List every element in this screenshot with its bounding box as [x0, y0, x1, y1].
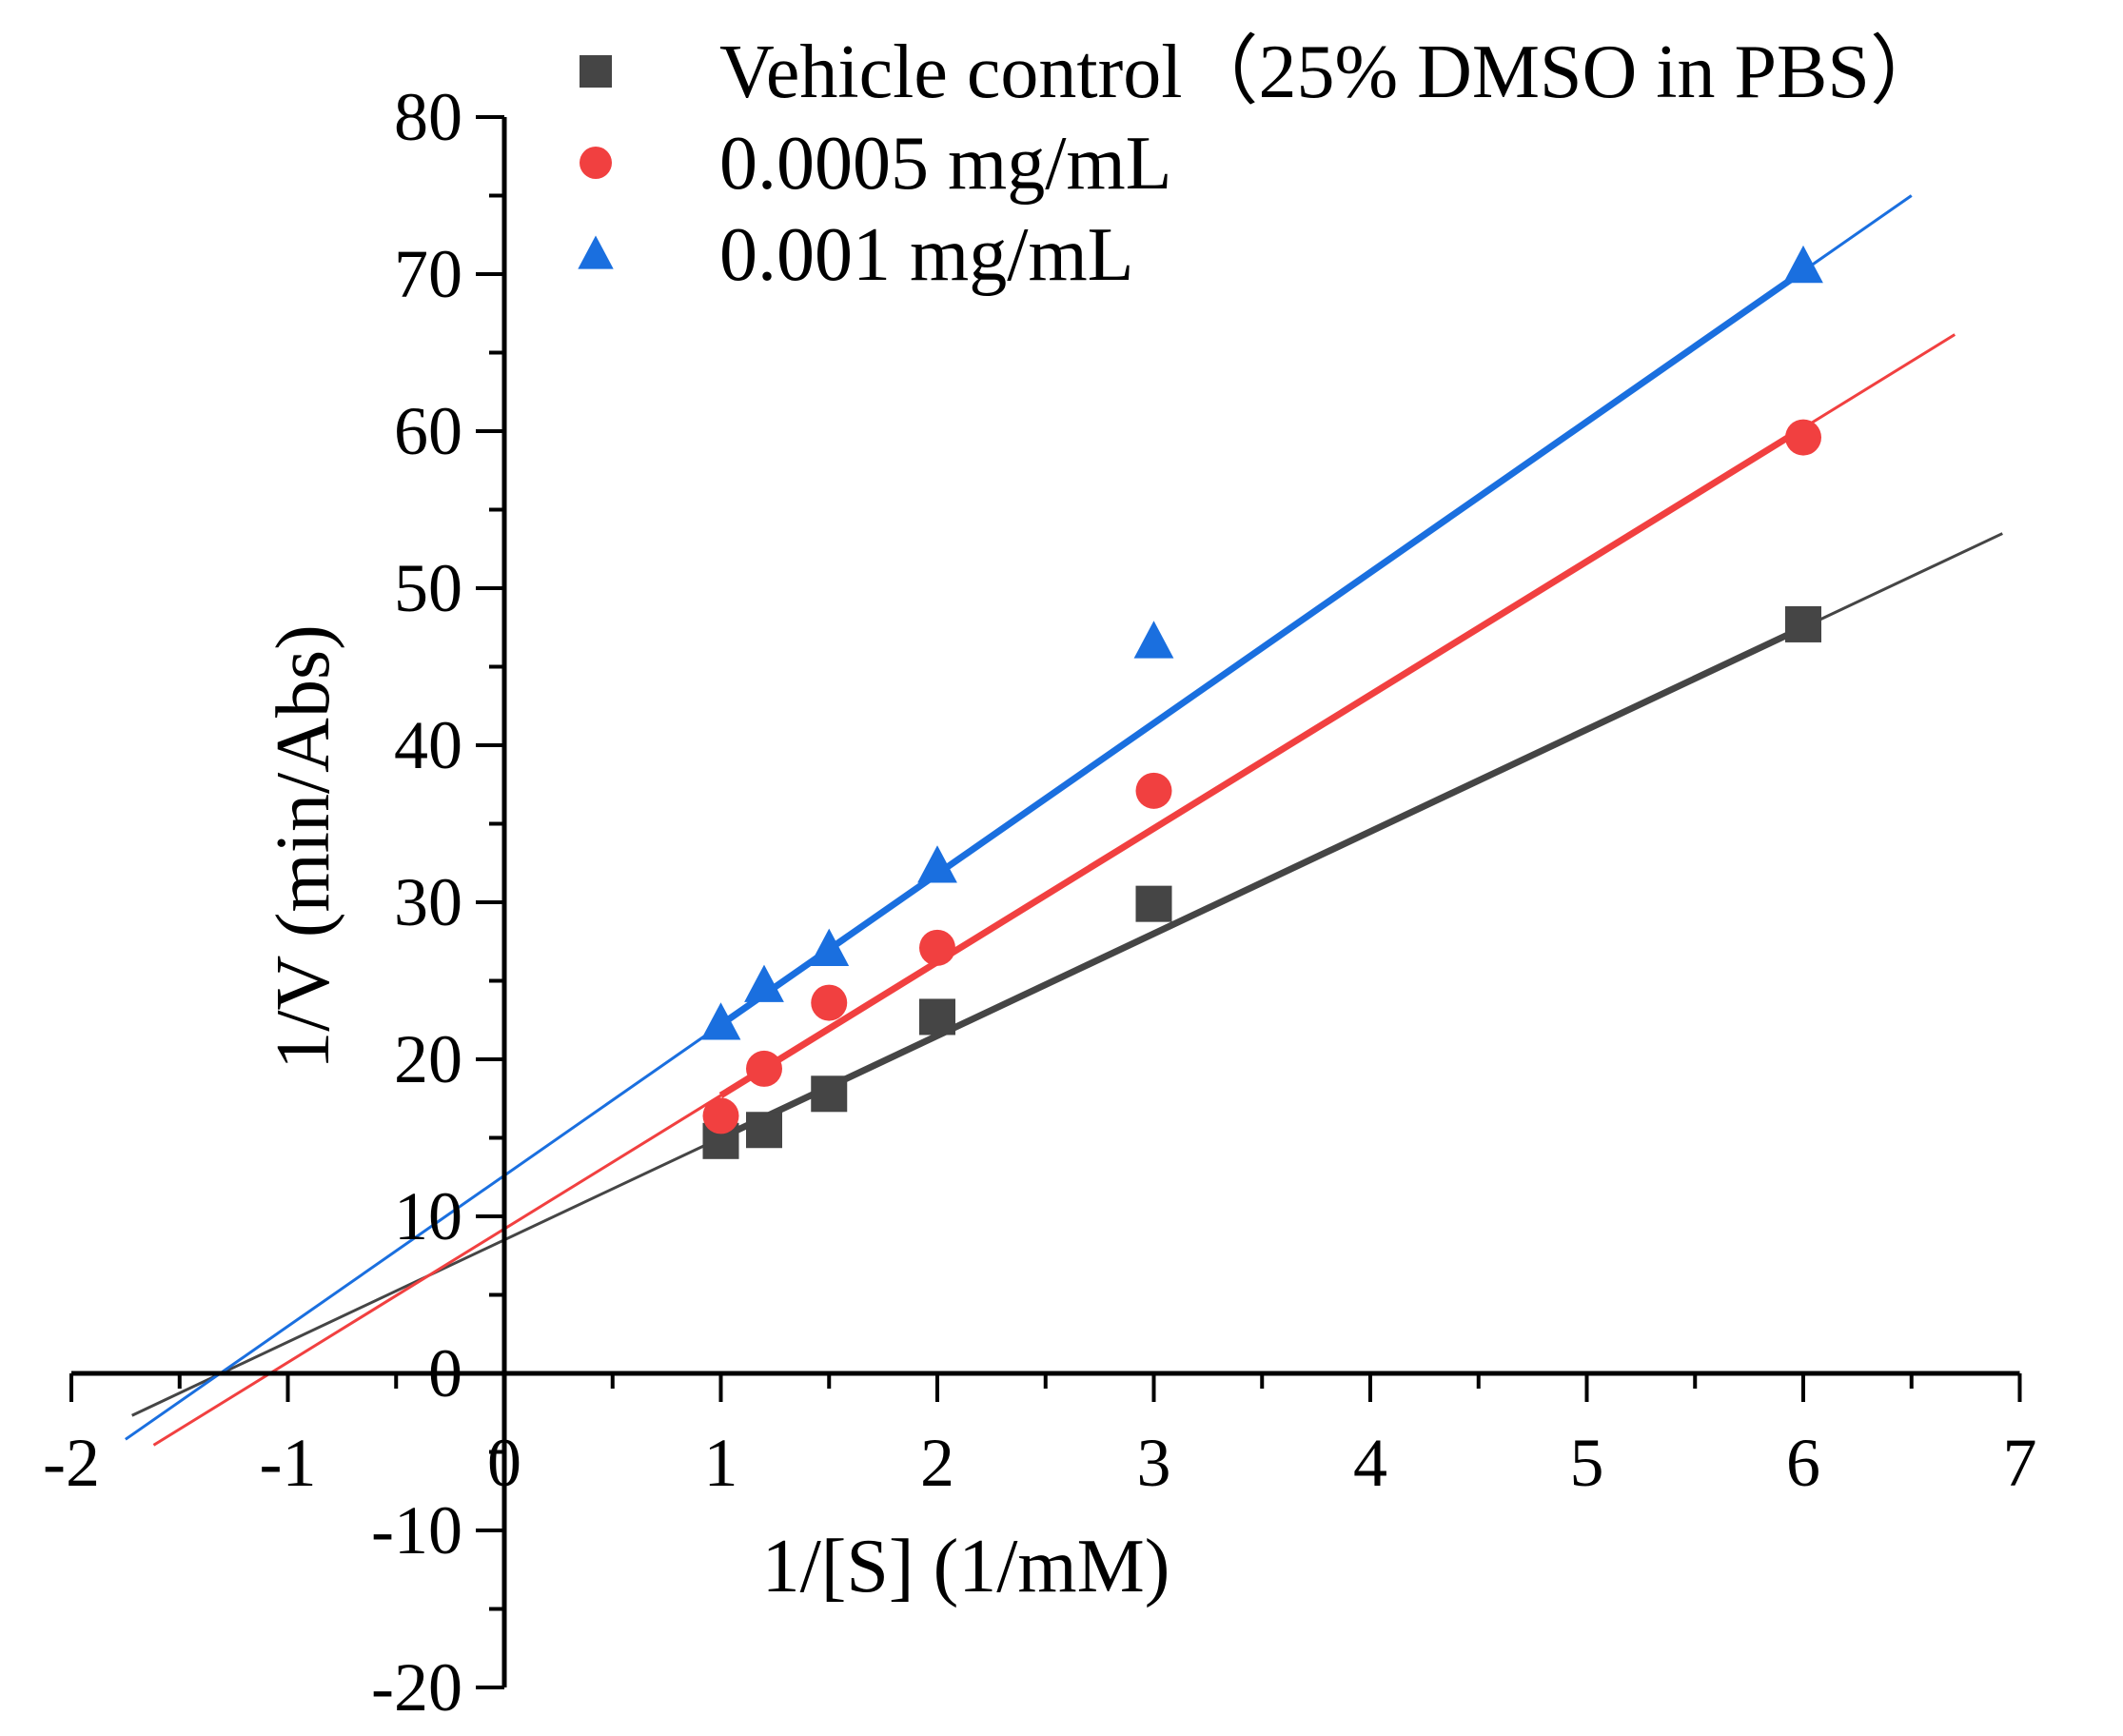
fit-line-thick-series-1: [719, 624, 1805, 1141]
fit-line-thick-series-2: [718, 424, 1805, 1098]
legend-label-series-2: 0.0005 mg/mL: [719, 122, 1172, 206]
y-tick-label: 10: [394, 1178, 462, 1254]
data-point-series-3: [744, 964, 784, 1002]
data-point-series-3: [1783, 245, 1823, 284]
x-tick-label: 6: [1786, 1425, 1820, 1501]
data-point-series-2: [746, 1050, 782, 1087]
data-point-series-1: [811, 1075, 848, 1113]
y-tick-label: 0: [428, 1335, 462, 1411]
data-point-series-1: [1785, 605, 1821, 642]
data-point-series-2: [1135, 772, 1172, 809]
data-point-series-3: [809, 928, 850, 966]
legend: Vehicle control（25% DMSO in PBS）0.0005 m…: [578, 30, 1946, 297]
y-tick-label: 30: [394, 864, 462, 940]
x-tick-label: -1: [260, 1425, 317, 1501]
data-point-series-1: [746, 1112, 782, 1149]
y-tick-label: 60: [394, 393, 462, 469]
legend-label-series-3: 0.001 mg/mL: [719, 213, 1134, 297]
x-tick-label: 7: [2003, 1425, 2037, 1501]
data-point-series-2: [811, 984, 848, 1021]
x-tick-label: -2: [43, 1425, 100, 1501]
x-tick-label: 2: [920, 1425, 954, 1501]
legend-marker-series-3: [578, 235, 614, 269]
y-tick-label: -10: [371, 1492, 462, 1568]
y-tick-label: 70: [394, 236, 462, 312]
x-tick-label: 4: [1353, 1425, 1387, 1501]
fit-line-thick-series-3: [718, 267, 1805, 1028]
y-tick-label: 40: [394, 707, 462, 783]
data-point-series-3: [1133, 621, 1174, 659]
y-axis-title: 1/V (min/Abs): [262, 624, 345, 1069]
y-tick-label: -20: [371, 1649, 462, 1726]
y-tick-label: 20: [394, 1021, 462, 1097]
x-tick-label: 0: [487, 1425, 521, 1501]
y-tick-label: 50: [394, 550, 462, 626]
x-tick-label: 1: [704, 1425, 738, 1501]
data-point-series-3: [700, 1002, 741, 1040]
data-point-series-3: [917, 845, 957, 883]
x-tick-label: 5: [1570, 1425, 1604, 1501]
legend-marker-series-1: [580, 55, 612, 88]
legend-label-series-1: Vehicle control（25% DMSO in PBS）: [719, 30, 1946, 114]
fit-lines: [125, 194, 2003, 1447]
data-point-series-2: [1785, 419, 1821, 456]
data-point-series-2: [702, 1097, 739, 1134]
data-markers: [700, 245, 1823, 1159]
legend-marker-series-2: [580, 147, 612, 179]
data-point-series-2: [919, 929, 955, 966]
data-point-series-1: [1135, 885, 1172, 922]
y-tick-label: 80: [394, 79, 462, 155]
x-axis-title: 1/[S] (1/mM): [762, 1525, 1170, 1608]
data-point-series-1: [919, 998, 955, 1036]
x-tick-label: 3: [1137, 1425, 1171, 1501]
